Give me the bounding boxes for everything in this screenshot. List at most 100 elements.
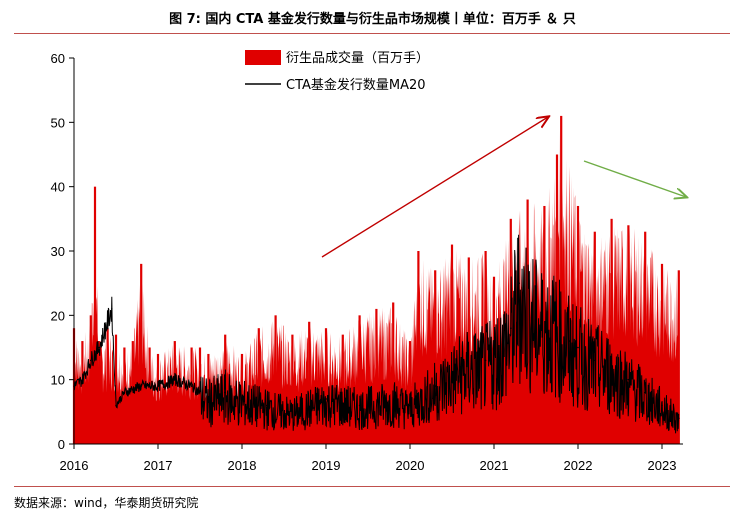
volume-bar	[89, 315, 92, 444]
volume-bar	[148, 347, 151, 444]
cta-fund-point	[207, 398, 210, 400]
volume-bar	[660, 263, 664, 444]
source-note: 数据来源：wind，华泰期货研究院	[14, 496, 199, 510]
y-tick-label: 10	[51, 373, 65, 388]
y-tick-label: 20	[51, 308, 65, 323]
legend-label-line: CTA基金发行数量MA20	[286, 77, 426, 93]
volume-bar	[93, 186, 97, 444]
volume-bar	[341, 334, 344, 444]
cta-fund-point	[535, 314, 537, 317]
cta-fund-point	[98, 346, 100, 349]
volume-bar	[173, 341, 176, 444]
cta-fund-point	[81, 378, 84, 381]
volume-bar	[190, 347, 193, 444]
x-tick-label: 2023	[648, 458, 677, 473]
cta-fund-point	[266, 404, 269, 407]
cta-fund-point	[594, 359, 596, 362]
chart-title: 图 7: 国内 CTA 基金发行数量与衍生品市场规模丨单位：百万手 ＆ 只	[169, 12, 576, 27]
volume-bar	[375, 308, 378, 444]
volume-bar	[392, 302, 395, 444]
volume-bar	[677, 270, 680, 444]
cta-fund-point	[174, 378, 176, 381]
cta-fund-point	[568, 340, 571, 342]
volume-bar	[324, 328, 328, 444]
cta-fund-point	[610, 366, 613, 368]
legend: 衍生品成交量（百万手） CTA基金发行数量MA20	[245, 50, 429, 93]
uptrend-arrow	[321, 117, 548, 258]
cta-fund-point	[291, 411, 294, 413]
cta-fund-point	[577, 346, 579, 349]
cta-fund-point	[552, 320, 554, 323]
volume-bar	[106, 328, 109, 444]
y-tick-label: 40	[51, 180, 65, 195]
cta-fund-point	[493, 353, 495, 355]
volume-bar	[257, 328, 260, 444]
y-tick-label: 50	[51, 115, 65, 130]
cta-fund-point	[115, 404, 117, 407]
cta-fund-point	[140, 385, 142, 387]
y-axis-ticks: 0 10 20 30 40 50 60	[51, 51, 74, 452]
cta-fund-point	[123, 391, 126, 394]
y-tick-label: 60	[51, 51, 65, 66]
cta-fund-point	[90, 359, 92, 362]
cta-fund-point	[241, 398, 243, 400]
volume-bar	[434, 270, 437, 444]
volume-bar	[358, 315, 361, 444]
volume-bar	[560, 115, 563, 445]
legend-label-bars: 衍生品成交量（百万手）	[286, 50, 429, 66]
volume-bar	[98, 341, 101, 444]
volume-bar	[593, 231, 596, 444]
cta-fund-point	[111, 308, 113, 310]
y-tick-label: 30	[51, 244, 65, 259]
x-tick-label: 2016	[60, 458, 89, 473]
x-tick-label: 2018	[228, 458, 257, 473]
legend-swatch-bars	[245, 50, 281, 65]
bottom-divider	[14, 486, 730, 487]
cta-fund-point	[678, 417, 680, 420]
volume-bar	[576, 205, 580, 444]
x-tick-label: 2021	[480, 458, 509, 473]
x-tick-label: 2022	[564, 458, 593, 473]
cta-fund-point	[392, 398, 395, 400]
cta-fund-point	[459, 366, 462, 368]
downtrend-arrow	[583, 160, 686, 197]
cta-fund-point	[518, 282, 520, 284]
cta-fund-point	[358, 404, 361, 407]
cta-fund-point	[325, 398, 327, 400]
cta-fund-point	[224, 391, 226, 394]
volume-bar	[156, 353, 160, 444]
volume-bar	[450, 244, 454, 444]
cta-fund-point	[661, 404, 663, 407]
x-axis-ticks: 2016 2017 2018 2019 2020 2021 2022 2023	[60, 444, 677, 473]
volume-bar	[555, 154, 559, 444]
volume-bar	[308, 321, 311, 444]
volume-bar	[140, 263, 143, 444]
volume-bar	[627, 225, 630, 444]
x-tick-label: 2020	[396, 458, 425, 473]
x-tick-label: 2019	[312, 458, 341, 473]
cta-fund-point	[434, 385, 437, 387]
volume-bar	[408, 341, 412, 444]
volume-bar	[274, 315, 277, 444]
volume-bar	[610, 218, 613, 444]
cta-fund-point	[627, 378, 630, 381]
volume-bar	[417, 251, 420, 444]
cta-fund-point	[157, 385, 159, 387]
cta-fund-point	[484, 359, 487, 362]
cta-fund-line	[73, 234, 680, 434]
y-tick-label: 0	[58, 437, 65, 452]
x-tick-label: 2017	[144, 458, 173, 473]
volume-bar	[291, 334, 294, 444]
volume-bar	[114, 334, 118, 444]
top-divider	[14, 33, 730, 34]
cta-fund-point	[190, 385, 193, 387]
volume-bar	[81, 341, 84, 444]
volume-bars	[72, 115, 680, 445]
volume-bar	[198, 347, 202, 444]
volume-bar	[644, 231, 647, 444]
cta-fund-point	[510, 327, 512, 330]
cta-fund-point	[409, 404, 411, 407]
cta-fund-point	[644, 391, 646, 394]
volume-bar	[123, 347, 126, 444]
